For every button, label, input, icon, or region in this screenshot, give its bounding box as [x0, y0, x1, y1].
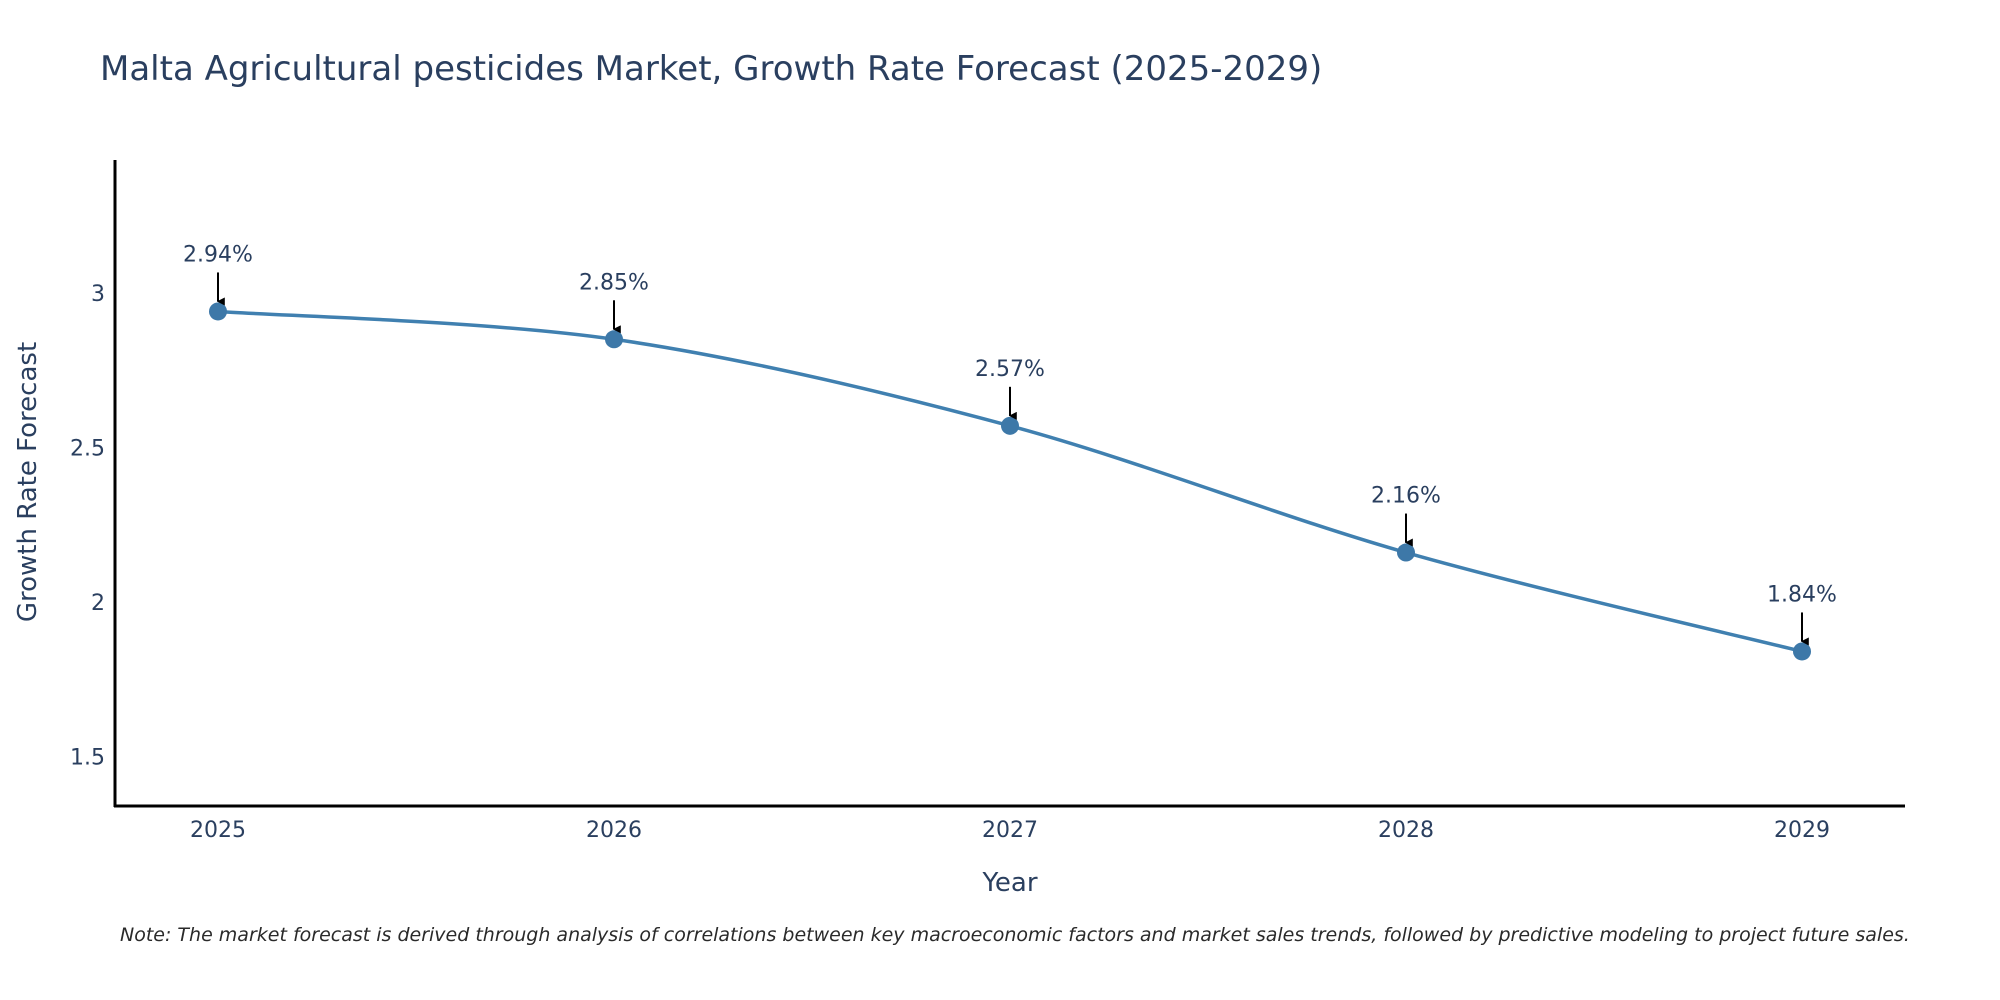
data-label: 2.94% — [183, 242, 253, 267]
x-axis-title: Year — [981, 868, 1037, 898]
y-tick-label: 2 — [91, 591, 105, 616]
x-tick-label: 2025 — [190, 818, 246, 843]
data-label: 2.16% — [1371, 484, 1441, 509]
y-axis-title: Growth Rate Forecast — [13, 342, 43, 622]
data-label: 2.57% — [975, 357, 1045, 382]
data-label: 1.84% — [1767, 582, 1837, 607]
data-point[interactable] — [209, 302, 227, 321]
data-point[interactable] — [1397, 543, 1415, 562]
plot-area: 1.5 2 2.5 3 2025 2026 2027 2028 2029 2.94% 2.85% 2.… — [70, 160, 1905, 843]
y-tick-label: 3 — [91, 282, 105, 307]
x-tick-label: 2029 — [1774, 818, 1830, 843]
y-tick-label: 2.5 — [70, 436, 105, 461]
chart-note: Note: The market forecast is derived thr… — [120, 924, 1910, 946]
data-point[interactable] — [1001, 416, 1019, 435]
data-point[interactable] — [605, 330, 623, 349]
data-point[interactable] — [1793, 642, 1811, 661]
chart-title: Malta Agricultural pesticides Market, Gr… — [100, 49, 1322, 89]
y-tick-label: 1.5 — [70, 746, 105, 771]
data-label: 2.85% — [579, 270, 649, 295]
x-tick-label: 2028 — [1378, 818, 1434, 843]
x-tick-label: 2027 — [982, 818, 1038, 843]
x-tick-label: 2026 — [586, 818, 642, 843]
